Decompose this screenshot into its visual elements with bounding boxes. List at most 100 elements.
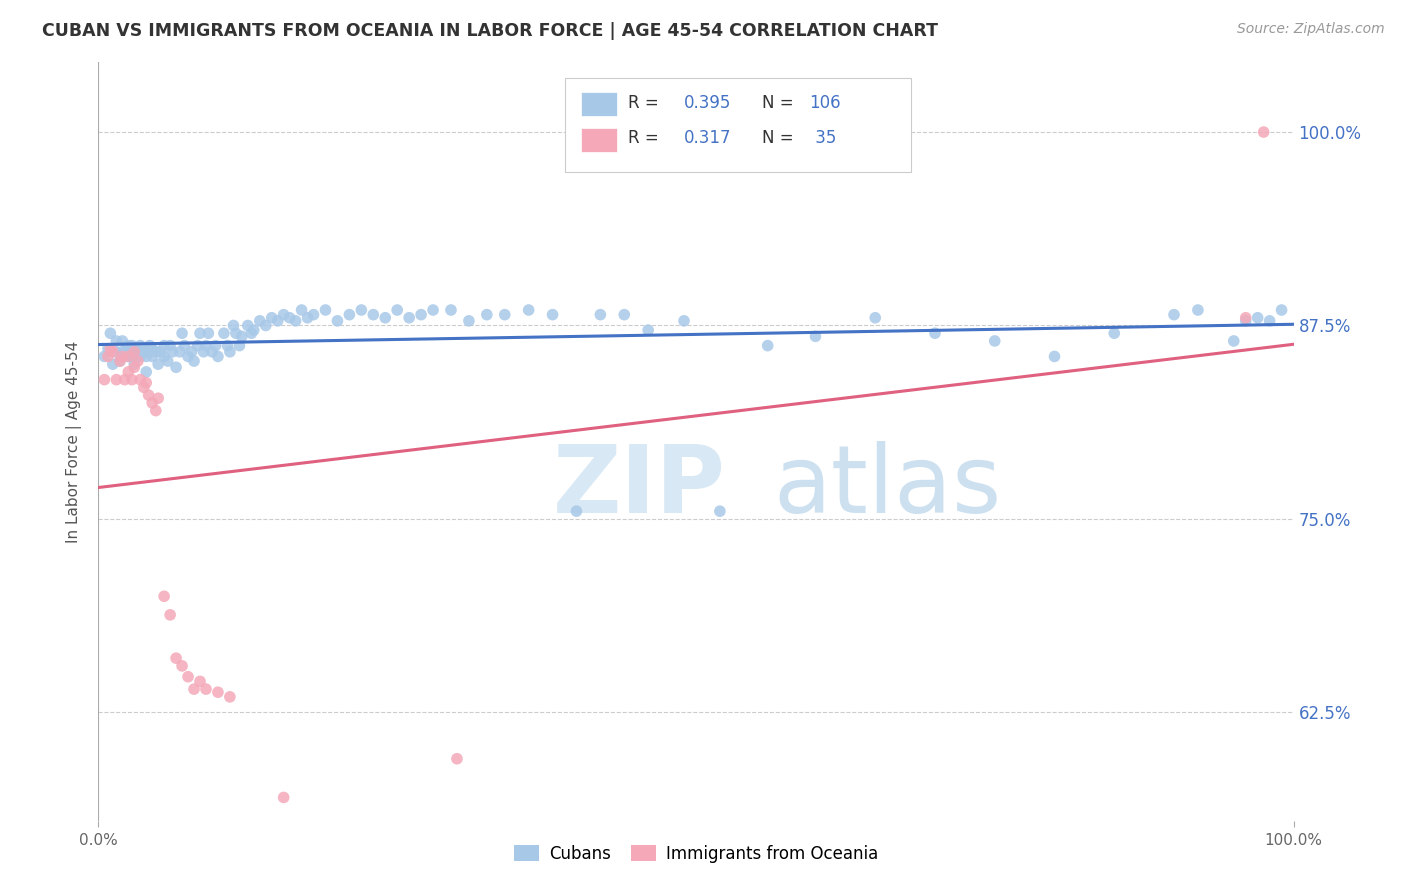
FancyBboxPatch shape: [565, 78, 911, 172]
Point: [446, 752, 468, 766]
Point: [297, 310, 319, 325]
Point: [1043, 350, 1066, 364]
Text: atlas: atlas: [773, 441, 1002, 533]
Point: [108, 354, 131, 368]
Point: [121, 338, 143, 352]
Point: [145, 403, 167, 417]
Point: [291, 303, 314, 318]
Point: [129, 350, 152, 364]
Point: [141, 350, 163, 364]
Point: [121, 350, 143, 364]
Text: 35: 35: [810, 129, 837, 147]
Point: [924, 326, 946, 341]
Point: [111, 334, 134, 348]
Point: [169, 344, 191, 359]
Point: [204, 338, 226, 352]
Point: [124, 357, 146, 371]
Point: [132, 344, 155, 359]
Point: [98, 342, 122, 356]
Point: [284, 314, 307, 328]
Point: [201, 344, 224, 359]
Point: [148, 391, 170, 405]
Point: [180, 344, 202, 359]
Point: [135, 376, 157, 390]
Point: [804, 329, 827, 343]
Point: [207, 350, 229, 364]
Point: [207, 685, 229, 699]
Point: [165, 360, 187, 375]
Point: [173, 338, 195, 352]
Point: [127, 350, 149, 364]
Point: [129, 373, 152, 387]
Point: [117, 350, 139, 364]
Point: [101, 344, 124, 359]
Point: [105, 344, 128, 359]
Point: [613, 308, 636, 322]
Point: [339, 308, 361, 322]
Point: [225, 326, 247, 341]
Point: [125, 342, 148, 356]
Point: [162, 344, 184, 359]
Point: [93, 350, 115, 364]
Point: [111, 344, 134, 359]
Point: [159, 338, 181, 352]
Point: [267, 314, 290, 328]
Point: [135, 365, 157, 379]
Point: [350, 303, 373, 318]
Point: [411, 308, 433, 322]
Point: [187, 338, 209, 352]
Point: [132, 380, 155, 394]
Point: [141, 396, 163, 410]
FancyBboxPatch shape: [581, 128, 617, 152]
Point: [177, 670, 200, 684]
Point: [398, 310, 420, 325]
Point: [165, 651, 187, 665]
Point: [273, 308, 295, 322]
Point: [145, 344, 167, 359]
Point: [1223, 334, 1246, 348]
Point: [278, 310, 301, 325]
Point: [326, 314, 349, 328]
Point: [422, 303, 444, 318]
FancyBboxPatch shape: [581, 92, 617, 116]
Point: [385, 303, 409, 318]
Point: [249, 314, 271, 328]
Point: [494, 308, 516, 322]
Point: [984, 334, 1007, 348]
Text: ZIP: ZIP: [553, 441, 725, 533]
Point: [222, 318, 245, 333]
Point: [156, 354, 179, 368]
Point: [541, 308, 564, 322]
Point: [129, 338, 152, 352]
Point: [240, 326, 263, 341]
Point: [865, 310, 887, 325]
Point: [254, 318, 277, 333]
Point: [260, 310, 283, 325]
Point: [111, 350, 134, 364]
Text: 106: 106: [810, 94, 841, 112]
Point: [124, 344, 146, 359]
Legend: Cubans, Immigrants from Oceania: Cubans, Immigrants from Oceania: [508, 838, 884, 869]
Point: [756, 338, 779, 352]
Point: [159, 607, 181, 622]
Point: [475, 308, 498, 322]
Point: [231, 329, 253, 343]
Point: [138, 388, 160, 402]
Text: R =: R =: [628, 94, 664, 112]
Point: [124, 360, 146, 375]
Point: [117, 350, 139, 364]
Point: [374, 310, 396, 325]
Point: [138, 344, 160, 359]
Text: CUBAN VS IMMIGRANTS FROM OCEANIA IN LABOR FORCE | AGE 45-54 CORRELATION CHART: CUBAN VS IMMIGRANTS FROM OCEANIA IN LABO…: [42, 22, 938, 40]
Point: [135, 350, 157, 364]
Point: [1187, 303, 1209, 318]
Point: [197, 326, 219, 341]
Text: Source: ZipAtlas.com: Source: ZipAtlas.com: [1237, 22, 1385, 37]
Point: [153, 589, 176, 603]
Point: [148, 357, 170, 371]
Point: [212, 326, 235, 341]
Point: [1234, 314, 1257, 328]
Point: [228, 338, 250, 352]
Point: [195, 338, 218, 352]
Point: [363, 308, 385, 322]
